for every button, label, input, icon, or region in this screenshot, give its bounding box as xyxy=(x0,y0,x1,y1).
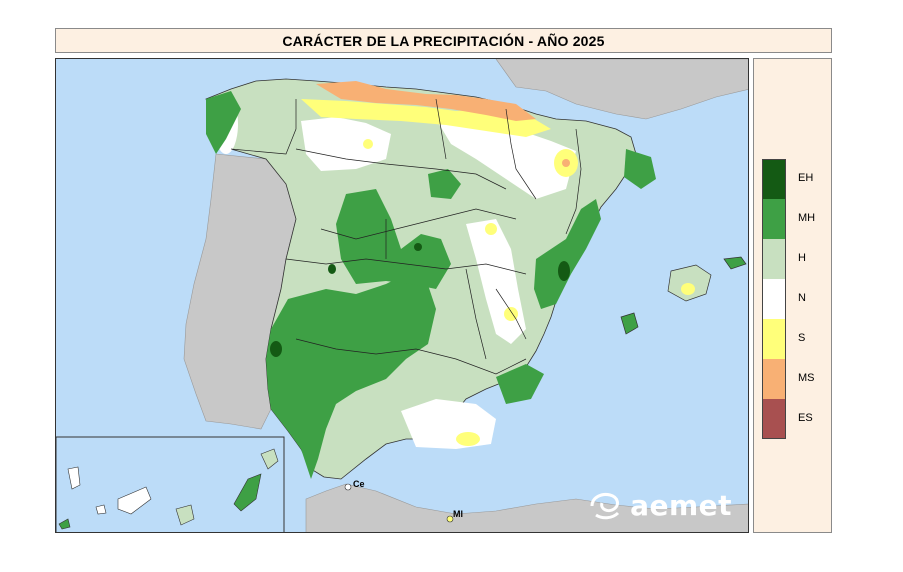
legend-item-eh: EH xyxy=(762,159,828,199)
region-normal xyxy=(401,399,496,449)
legend-item-es: ES xyxy=(762,399,828,439)
region-dry xyxy=(504,307,518,321)
legend-item-h: H xyxy=(762,239,828,279)
legend-swatch xyxy=(762,279,786,319)
legend-label: ES xyxy=(798,412,813,424)
legend-label: H xyxy=(798,252,806,264)
legend-swatch xyxy=(762,199,786,239)
el-hierro-island xyxy=(58,518,71,530)
legend-swatch xyxy=(762,319,786,359)
region-very-dry xyxy=(562,159,570,167)
ceuta-marker xyxy=(344,483,352,491)
map-title-bar: CARÁCTER DE LA PRECIPITACIÓN - AÑO 2025 xyxy=(55,28,832,53)
aemet-swirl-icon xyxy=(590,492,620,519)
legend-label: EH xyxy=(798,172,814,184)
legend-item-mh: MH xyxy=(762,199,828,239)
region-very-humid xyxy=(428,169,461,199)
region-dry xyxy=(456,432,480,446)
map-svg: Ce Ml xyxy=(56,59,748,532)
aemet-logo: aemet xyxy=(588,489,732,522)
map-title: CARÁCTER DE LA PRECIPITACIÓN - AÑO 2025 xyxy=(282,32,605,49)
region-extremely-humid xyxy=(414,243,422,251)
mallorca-dry-zone xyxy=(681,283,695,295)
region-dry xyxy=(363,139,373,149)
legend-item-s: S xyxy=(762,319,828,359)
region-extremely-humid xyxy=(328,264,336,274)
legend-label: N xyxy=(798,292,806,304)
region-very-humid xyxy=(336,189,451,289)
region-very-dry xyxy=(316,81,536,121)
ibiza-island xyxy=(620,312,639,335)
aemet-logo-text: aemet xyxy=(630,489,732,522)
la-palma-island xyxy=(67,466,81,490)
menorca-island xyxy=(723,256,747,270)
region-normal xyxy=(301,117,391,171)
legend-panel: EH MH H N S MS ES xyxy=(753,58,832,533)
africa-landmass xyxy=(305,483,748,532)
region-very-humid xyxy=(266,274,436,479)
region-dry xyxy=(485,223,497,235)
fuerteventura-island xyxy=(233,473,262,512)
la-gomera-island xyxy=(95,504,107,515)
melilla-label: Ml xyxy=(453,509,463,519)
precipitation-map: Ce Ml aemet xyxy=(55,58,749,533)
region-extremely-humid xyxy=(270,341,282,357)
legend-swatch xyxy=(762,359,786,399)
legend-item-ms: MS xyxy=(762,359,828,399)
legend-swatch xyxy=(762,239,786,279)
region-extremely-humid xyxy=(558,261,570,281)
legend-swatch xyxy=(762,159,786,199)
region-boundaries xyxy=(230,98,582,375)
region-normal xyxy=(436,119,576,199)
legend-swatch xyxy=(762,399,786,439)
region-dry xyxy=(301,99,551,137)
legend-item-n: N xyxy=(762,279,828,319)
france-landmass xyxy=(495,59,748,120)
legend-label: MH xyxy=(798,212,816,224)
region-very-humid xyxy=(206,91,241,154)
region-very-humid xyxy=(624,149,656,189)
gran-canaria-island xyxy=(175,504,195,526)
legend-label: S xyxy=(798,332,806,344)
region-very-humid xyxy=(534,199,601,309)
tenerife-island xyxy=(117,486,152,515)
ceuta-label: Ce xyxy=(353,479,365,489)
melilla-marker xyxy=(446,515,454,523)
region-very-humid xyxy=(496,364,544,404)
mallorca-island xyxy=(667,264,712,302)
lanzarote-island xyxy=(260,448,279,470)
legend-label: MS xyxy=(798,372,815,384)
